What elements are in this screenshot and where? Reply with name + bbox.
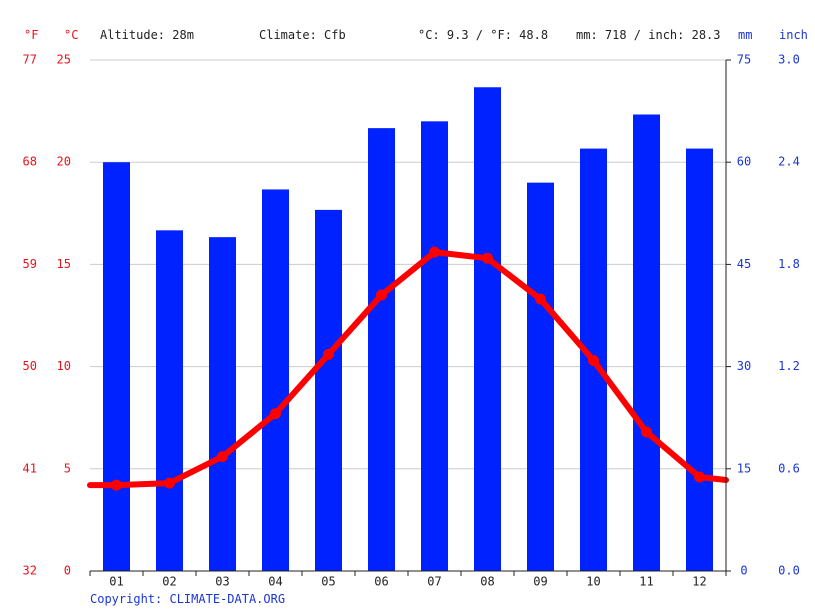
celsius-tick-label: 10: [57, 359, 71, 373]
month-tick-label: 10: [586, 575, 600, 589]
celsius-tick-label: 0: [64, 564, 71, 578]
precipitation-bar: [315, 209, 342, 572]
temperature-point: [217, 451, 228, 463]
precipitation-bar: [156, 230, 183, 572]
mm-tick-label: 45: [737, 257, 751, 271]
temperature-point: [641, 426, 652, 438]
month-tick-label: 06: [374, 575, 388, 589]
month-tick-label: 02: [162, 575, 176, 589]
precipitation-bars: [103, 87, 713, 572]
celsius-tick-label: 25: [57, 53, 71, 67]
altitude-text: Altitude: 28m: [100, 28, 194, 42]
temperature-point: [323, 348, 334, 360]
fahrenheit-tick-label: 41: [23, 461, 37, 475]
temperature-point: [535, 293, 546, 305]
celsius-tick-label: 5: [64, 461, 71, 475]
axes: [89, 59, 731, 576]
grid-lines: [90, 59, 726, 470]
temperature-point: [164, 477, 175, 489]
month-tick-label: 07: [427, 575, 441, 589]
tick-labels: 32 0 0 0.0 41 5 15 0.6 50 10 30 1.2 59 15 45 1.8 68 20 60 2…: [23, 53, 800, 589]
inch-tick-label: 0.0: [778, 564, 800, 578]
temperature-point: [482, 252, 493, 264]
inch-tick-label: 2.4: [778, 155, 800, 169]
precipitation-bar: [209, 237, 236, 571]
celsius-tick-label: 20: [57, 155, 71, 169]
month-tick-label: 05: [321, 575, 335, 589]
temperature-point: [270, 408, 281, 420]
inch-tick-label: 1.2: [778, 359, 800, 373]
month-tick-label: 03: [215, 575, 229, 589]
month-tick-label: 08: [480, 575, 494, 589]
fahrenheit-unit-label: °F: [24, 28, 39, 42]
precipitation-bar: [474, 87, 501, 572]
temperature-point: [376, 289, 387, 301]
month-tick-label: 11: [639, 575, 653, 589]
temperature-line: [87, 246, 729, 491]
precipitation-bar: [103, 162, 130, 571]
mm-tick-label: 0: [740, 564, 747, 578]
mm-tick-label: 75: [737, 53, 751, 67]
precipitation-bar: [262, 189, 289, 571]
inch-unit-label: inch: [779, 28, 808, 42]
copyright-text: Copyright: CLIMATE-DATA.ORG: [90, 592, 286, 606]
celsius-tick-label: 15: [57, 257, 71, 271]
fahrenheit-tick-label: 50: [23, 359, 37, 373]
inch-tick-label: 0.6: [778, 461, 800, 475]
month-tick-label: 12: [692, 575, 706, 589]
temperature-line-path: [87, 249, 729, 489]
mm-tick-label: 15: [737, 461, 751, 475]
inch-tick-label: 1.8: [778, 257, 800, 271]
month-tick-label: 09: [533, 575, 547, 589]
celsius-unit-label: °C: [64, 28, 79, 42]
annual-precipitation-text: mm: 718 / inch: 28.3: [576, 28, 721, 42]
fahrenheit-tick-label: 77: [23, 53, 37, 67]
climate-text: Climate: Cfb: [259, 28, 346, 42]
fahrenheit-tick-label: 68: [23, 155, 37, 169]
precipitation-bar: [686, 148, 713, 571]
average-temperature-text: °C: 9.3 / °F: 48.8: [418, 28, 549, 42]
precipitation-bar: [633, 114, 660, 572]
precipitation-bar: [527, 182, 554, 571]
temperature-point: [588, 354, 599, 366]
precipitation-bar: [368, 128, 395, 571]
mm-unit-label: mm: [738, 28, 753, 42]
mm-tick-label: 60: [737, 155, 751, 169]
month-tick-label: 01: [109, 575, 123, 589]
fahrenheit-tick-label: 59: [23, 257, 37, 271]
fahrenheit-tick-label: 32: [23, 564, 37, 578]
month-tick-label: 04: [268, 575, 282, 589]
temperature-point: [111, 479, 122, 491]
inch-tick-label: 3.0: [778, 53, 800, 67]
precipitation-bar: [421, 121, 448, 571]
mm-tick-label: 30: [737, 359, 751, 373]
temperature-point: [429, 246, 440, 258]
temperature-point: [694, 471, 705, 483]
